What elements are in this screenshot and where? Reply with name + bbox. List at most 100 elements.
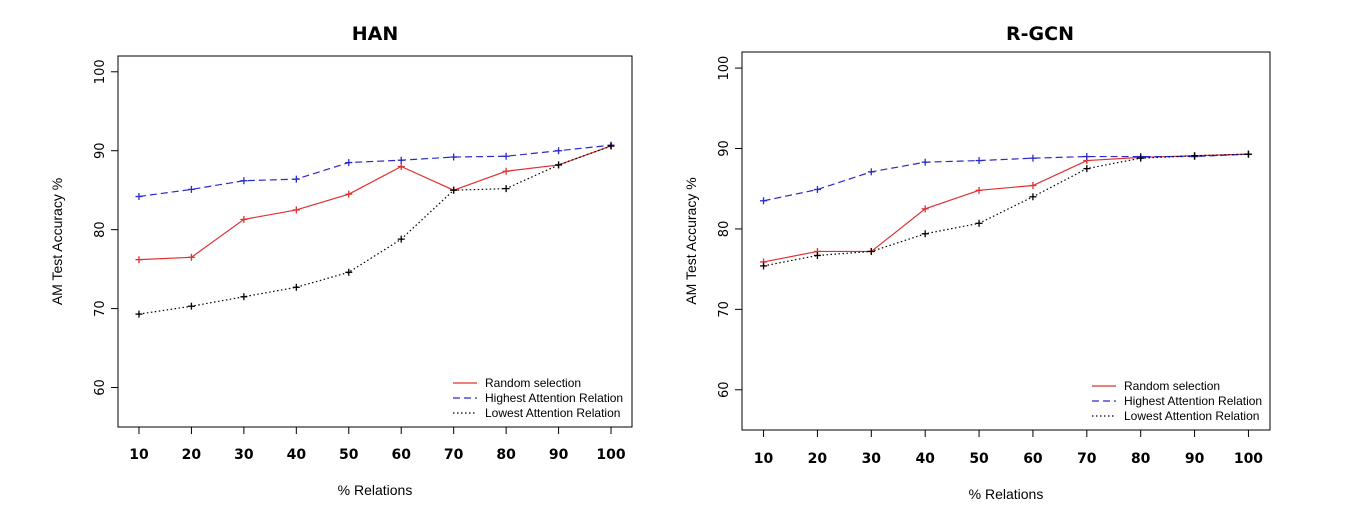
data-point-marker xyxy=(1029,193,1037,201)
data-point-marker xyxy=(1083,153,1091,161)
data-point-marker xyxy=(1191,152,1199,160)
data-point-marker xyxy=(760,262,768,270)
data-point-marker xyxy=(813,251,821,259)
data-point-marker xyxy=(450,186,458,194)
x-tick-label: 30 xyxy=(862,451,882,467)
x-tick-label: 40 xyxy=(287,447,307,463)
data-point-marker xyxy=(760,197,768,205)
legend-label-2: Lowest Attention Relation xyxy=(485,406,620,420)
x-tick-label: 30 xyxy=(234,447,254,463)
y-tick-label: 90 xyxy=(717,140,732,157)
data-point-marker xyxy=(975,157,983,165)
chart-title: HAN xyxy=(352,23,399,45)
legend-label-1: Highest Attention Relation xyxy=(485,391,623,405)
data-point-marker xyxy=(397,235,405,243)
x-tick-label: 100 xyxy=(1234,451,1263,467)
series-line-1 xyxy=(138,144,612,198)
y-axis-label: AM Test Accuracy % xyxy=(49,178,65,305)
data-point-marker xyxy=(502,152,510,160)
data-point-marker xyxy=(240,177,248,185)
x-tick-label: 50 xyxy=(969,451,989,467)
han-chart-panel: HAN 60 70 80 90 100 10 20 30 40 50 60 70 80 90 100 % Rel… xyxy=(49,23,633,498)
data-point-marker xyxy=(187,253,195,261)
x-tick-label: 10 xyxy=(754,451,774,467)
rgcn-chart-panel: R-GCN 60 70 80 90 100 10 20 30 40 50 60 70 80 90 100 % R… xyxy=(674,0,1348,521)
y-tick-label: 70 xyxy=(93,300,108,317)
data-point-marker xyxy=(1083,165,1091,173)
x-tick-label: 80 xyxy=(496,447,516,463)
data-point-marker xyxy=(1244,150,1252,158)
data-point-marker xyxy=(345,190,353,198)
x-axis-label: % Relations xyxy=(969,486,1044,502)
data-point-marker xyxy=(292,175,300,183)
data-point-marker xyxy=(867,247,875,255)
data-point-marker xyxy=(1137,154,1145,162)
series-line-1 xyxy=(763,153,1249,202)
x-tick-label: 60 xyxy=(1023,451,1043,467)
data-point-marker xyxy=(921,158,929,166)
y-tick-label: 80 xyxy=(93,221,108,238)
x-tick-label: 70 xyxy=(1077,451,1097,467)
data-point-marker xyxy=(187,185,195,193)
y-tick-label: 60 xyxy=(93,379,108,396)
data-point-marker xyxy=(345,159,353,167)
data-point-marker xyxy=(345,268,353,276)
x-tick-label: 80 xyxy=(1131,451,1151,467)
data-point-marker xyxy=(187,302,195,310)
plot-frame xyxy=(117,55,633,428)
x-tick-label: 50 xyxy=(339,447,359,463)
data-point-marker xyxy=(397,163,405,171)
data-point-marker xyxy=(135,256,143,264)
data-point-marker xyxy=(1029,154,1037,162)
series-line-0 xyxy=(138,145,612,261)
x-tick-label: 70 xyxy=(444,447,464,463)
data-point-marker xyxy=(397,156,405,164)
data-point-marker xyxy=(921,230,929,238)
x-tick-label: 60 xyxy=(391,447,411,463)
chart-title: R-GCN xyxy=(1006,23,1074,45)
data-point-marker xyxy=(555,147,563,155)
x-tick-label: 20 xyxy=(182,447,202,463)
data-point-marker xyxy=(292,283,300,291)
series-line-0 xyxy=(763,153,1249,263)
x-tick-label: 90 xyxy=(1185,451,1205,467)
han-chart: HAN 60 70 80 90 100 10 20 30 40 50 60 70 80 90 100 % Rel… xyxy=(49,23,633,498)
x-tick-label: 40 xyxy=(915,451,935,467)
data-point-marker xyxy=(813,186,821,194)
x-tick-label: 100 xyxy=(596,447,625,463)
y-tick-label: 60 xyxy=(717,382,732,399)
series-line-2 xyxy=(138,145,612,315)
y-tick-label: 100 xyxy=(93,59,108,84)
y-tick-label: 70 xyxy=(717,301,732,318)
data-point-marker xyxy=(240,215,248,223)
series-line-2 xyxy=(763,153,1249,267)
data-point-marker xyxy=(502,185,510,193)
data-point-marker xyxy=(292,206,300,214)
data-point-marker xyxy=(135,310,143,318)
data-point-marker xyxy=(867,168,875,176)
legend-label-0: Random selection xyxy=(485,376,581,390)
rgcn-chart: R-GCN 60 70 80 90 100 10 20 30 40 50 60 70 80 90 100 % R… xyxy=(683,23,1271,502)
x-axis-label: % Relations xyxy=(338,482,413,498)
data-point-marker xyxy=(607,142,615,150)
data-point-marker xyxy=(135,193,143,201)
y-tick-label: 80 xyxy=(717,221,732,238)
data-point-marker xyxy=(975,186,983,194)
data-point-marker xyxy=(975,219,983,227)
data-point-marker xyxy=(921,205,929,213)
data-point-marker xyxy=(1029,182,1037,190)
plot-frame xyxy=(741,51,1271,431)
x-tick-label: 20 xyxy=(808,451,828,467)
data-point-marker xyxy=(502,167,510,175)
legend-label-2: Lowest Attention Relation xyxy=(1124,409,1259,423)
y-axis-label: AM Test Accuracy % xyxy=(683,177,699,304)
data-point-marker xyxy=(450,153,458,161)
legend-label-1: Highest Attention Relation xyxy=(1124,394,1262,408)
legend-label-0: Random selection xyxy=(1124,379,1220,393)
y-tick-label: 100 xyxy=(717,56,732,81)
y-tick-label: 90 xyxy=(93,142,108,159)
x-tick-label: 10 xyxy=(129,447,149,463)
x-tick-label: 90 xyxy=(549,447,569,463)
